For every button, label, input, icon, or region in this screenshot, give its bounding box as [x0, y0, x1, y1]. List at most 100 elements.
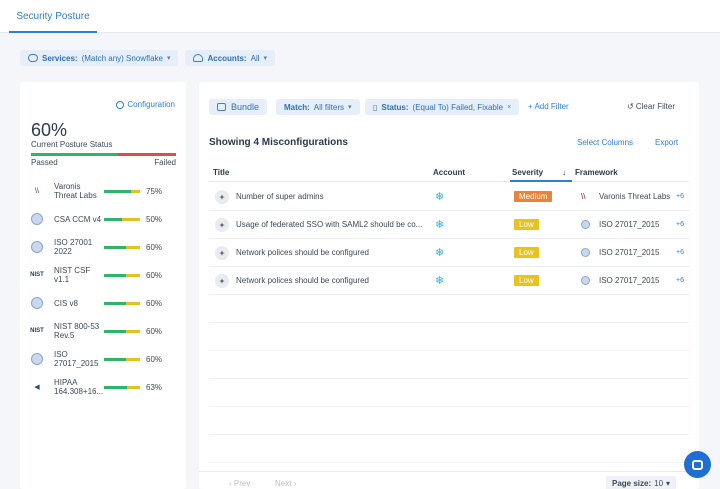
export-button[interactable]: Export [655, 138, 679, 147]
match-filter-label: Match: [284, 102, 310, 112]
framework-item[interactable]: NIST NIST CSF v1.1 60% [30, 263, 181, 287]
framework-progress-fill [104, 245, 126, 249]
column-header-framework[interactable]: Framework [575, 168, 618, 177]
table-row[interactable]: ✦ Number of super admins ❄ Medium \\ Varonis … [209, 183, 689, 211]
sort-descending-icon[interactable]: ↓ [562, 168, 566, 177]
posture-progress-bar [31, 153, 176, 156]
configuration-link[interactable]: Configuration [116, 100, 175, 109]
table-row[interactable]: ✦ Network polices should be configured ❄ Lo… [209, 239, 689, 267]
page-size-select[interactable]: Page size: 10 ▾ [606, 476, 677, 489]
chevron-down-icon: ▾ [263, 55, 268, 62]
framework-item[interactable]: CSA CCM v4 50% [31, 207, 181, 231]
gear-icon [116, 100, 125, 109]
framework-progress-bar [104, 301, 140, 305]
misconfiguration-title[interactable]: Number of super admins [236, 192, 324, 201]
passed-label: Passed [31, 158, 58, 167]
framework-progress-bar [104, 385, 140, 389]
chat-button[interactable] [684, 451, 711, 478]
severity-badge: Low [514, 219, 539, 230]
tab-security-posture[interactable]: Security Posture [9, 0, 97, 33]
misconfiguration-title[interactable]: Usage of federated SSO with SAML2 should… [236, 220, 423, 229]
snowflake-icon: ❄ [435, 247, 445, 259]
more-frameworks-badge[interactable]: +6 [676, 249, 684, 256]
bundle-button[interactable]: Bundle [209, 99, 268, 115]
snowflake-icon: ❄ [435, 191, 445, 203]
iso-icon [31, 241, 43, 253]
clear-filter-label: Clear Filter [635, 102, 675, 111]
more-frameworks-badge[interactable]: +6 [676, 193, 684, 200]
framework-name: ISO 27017_2015 [599, 248, 660, 257]
snowflake-icon: ❄ [435, 275, 445, 287]
empty-row-divider [209, 350, 689, 351]
table-row[interactable]: ✦ Network polices should be configured ❄ Lo… [209, 267, 689, 295]
prev-page-button[interactable]: ‹ Prev [229, 479, 251, 488]
status-filter[interactable]: ▯ Status: (Equal To) Failed, Fixable × [365, 99, 520, 115]
column-header-account[interactable]: Account [433, 168, 465, 177]
lightbulb-icon: ✦ [215, 218, 229, 232]
reset-icon: ↺ [626, 102, 634, 111]
accounts-filter-value: All [250, 53, 260, 63]
empty-row-divider [209, 322, 689, 323]
framework-progress-fill [104, 329, 126, 333]
column-header-severity[interactable]: Severity [512, 168, 544, 177]
framework-item[interactable]: CIS v8 60% [31, 291, 181, 315]
posture-percent: 60% [31, 120, 68, 140]
more-frameworks-badge[interactable]: +6 [676, 221, 684, 228]
results-heading: Showing 4 Misconfigurations [209, 137, 348, 148]
misconfigurations-panel: Bundle Match: All filters ▾ ▯ Status: (E… [199, 82, 699, 489]
iso-icon [581, 248, 590, 257]
misconfiguration-title[interactable]: Network polices should be configured [236, 276, 369, 285]
table-row[interactable]: ✦ Usage of federated SSO with SAML2 shoul… [209, 211, 689, 239]
prev-label: Prev [233, 479, 251, 488]
varonis-icon: \\ [35, 187, 39, 195]
framework-item[interactable]: ◀ HIPAA 164.308+16... 63% [31, 375, 181, 399]
framework-percent: 63% [146, 382, 163, 392]
clear-filter-button[interactable]: ↺ Clear Filter [627, 102, 675, 111]
framework-name: Varonis Threat Labs [599, 192, 671, 201]
framework-progress-fill [104, 189, 131, 193]
lightbulb-icon: ✦ [215, 274, 229, 288]
close-icon[interactable]: × [507, 103, 512, 111]
select-columns-button[interactable]: Select Columns [577, 138, 634, 147]
chat-icon [692, 459, 703, 470]
iso-icon [581, 276, 590, 285]
column-header-title[interactable]: Title [213, 168, 230, 177]
empty-row-divider [209, 434, 689, 435]
accounts-filter[interactable]: Accounts: All ▾ [185, 50, 276, 66]
framework-progress-remaining [125, 301, 140, 305]
framework-name: ISO 27017_2015 [54, 350, 99, 368]
failed-label: Failed [154, 158, 176, 167]
framework-item[interactable]: ISO 27001 2022 60% [31, 235, 181, 259]
services-filter-value: (Match any) Snowflake [81, 53, 163, 63]
framework-progress-bar [104, 273, 140, 277]
layers-icon [217, 103, 226, 111]
more-frameworks-badge[interactable]: +6 [676, 277, 684, 284]
iso-icon [31, 353, 43, 365]
posture-panel: Configuration 60% Current Posture Status… [20, 82, 186, 489]
framework-percent: 50% [146, 214, 163, 224]
pagination-bar: ‹ Prev Next › Page size: 10 ▾ [199, 471, 699, 489]
nist-icon: NIST [30, 328, 44, 334]
bundle-button-label: Bundle [231, 102, 260, 112]
framework-percent: 75% [146, 186, 163, 196]
severity-badge: Low [514, 275, 539, 286]
global-filter-bar: Services: (Match any) Snowflake ▾ Accoun… [20, 50, 276, 66]
match-filter-value: All filters [313, 102, 345, 112]
framework-item[interactable]: ISO 27017_2015 60% [31, 347, 181, 371]
misconfiguration-title[interactable]: Network polices should be configured [236, 248, 369, 257]
lightbulb-icon: ✦ [215, 190, 229, 204]
severity-badge: Medium [514, 191, 553, 202]
varonis-icon: \\ [581, 192, 586, 201]
framework-progress-remaining [131, 189, 140, 193]
framework-progress-fill [104, 217, 122, 221]
accounts-filter-label: Accounts: [207, 53, 247, 63]
match-filter[interactable]: Match: All filters ▾ [276, 99, 360, 115]
services-filter[interactable]: Services: (Match any) Snowflake ▾ [20, 50, 179, 66]
framework-progress-bar [104, 329, 140, 333]
csa-icon [31, 213, 43, 225]
framework-progress-remaining [125, 357, 140, 361]
framework-item[interactable]: NIST NIST 800-53 Rev.5 60% [30, 319, 181, 343]
next-page-button[interactable]: Next › [275, 479, 297, 488]
framework-item[interactable]: \\ Varonis Threat Labs 75% [31, 179, 181, 203]
add-filter-button[interactable]: + Add Filter [528, 102, 569, 111]
